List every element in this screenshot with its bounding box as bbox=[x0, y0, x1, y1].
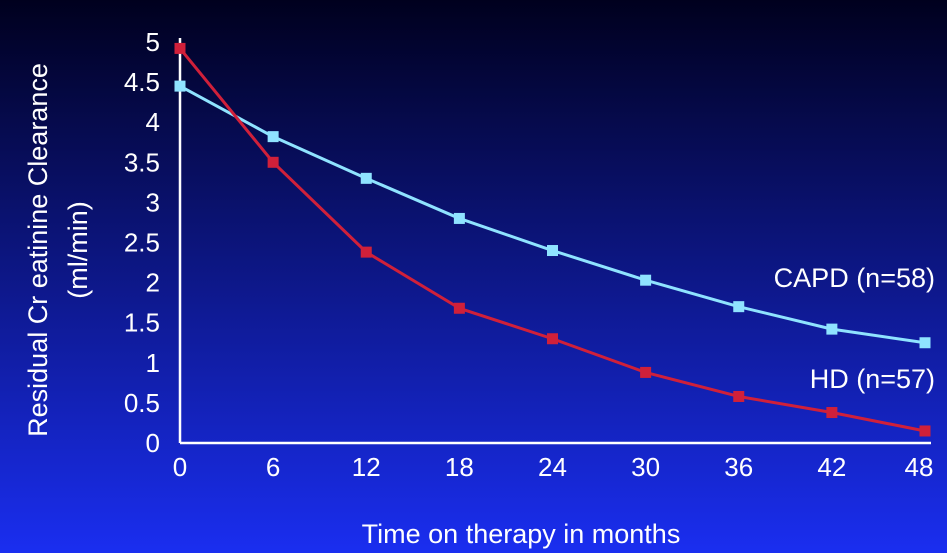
series-label: HD (n=57) bbox=[810, 364, 935, 394]
data-point-marker bbox=[733, 390, 745, 402]
x-tick-label: 18 bbox=[445, 452, 474, 482]
y-tick-label: 2 bbox=[146, 268, 160, 298]
y-tick-label: 4 bbox=[146, 107, 160, 137]
data-point-marker bbox=[453, 212, 465, 224]
data-point-marker bbox=[547, 245, 558, 257]
y-tick-label: 0 bbox=[146, 428, 160, 458]
x-tick-label: 36 bbox=[724, 452, 753, 482]
data-point-marker bbox=[733, 301, 745, 313]
data-point-marker bbox=[267, 156, 279, 168]
x-tick-label: 24 bbox=[538, 452, 567, 482]
series-layer bbox=[174, 42, 931, 437]
y-tick-label: 4.5 bbox=[124, 67, 160, 97]
y-axis-title: Residual Cr eatinine Clearance (ml/min) bbox=[23, 63, 93, 437]
data-point-marker bbox=[174, 80, 186, 92]
series-capd bbox=[174, 80, 931, 349]
x-tick-label: 12 bbox=[352, 452, 381, 482]
y-tick-label: 1.5 bbox=[124, 308, 160, 338]
data-point-marker bbox=[640, 366, 652, 378]
data-point-marker bbox=[453, 302, 465, 314]
y-tick-label: 1 bbox=[146, 348, 160, 378]
y-tick-label: 3.5 bbox=[124, 147, 160, 177]
data-point-marker bbox=[826, 323, 838, 335]
y-tick-label: 2.5 bbox=[124, 228, 160, 258]
series-labels: CAPD (n=58) HD (n=57) bbox=[774, 263, 935, 394]
y-tick-label: 5 bbox=[146, 27, 160, 57]
y-tick-label: 3 bbox=[146, 187, 160, 217]
x-tick-label: 30 bbox=[631, 452, 660, 482]
y-axis-title-line-1: Residual Cr eatinine Clearance bbox=[23, 63, 53, 437]
data-point-marker bbox=[547, 333, 558, 345]
x-axis-title: Time on therapy in months bbox=[362, 519, 681, 549]
data-point-marker bbox=[640, 274, 652, 286]
tick-labels: 0 0.5 1 1.5 2 2.5 3 3.5 4 4.5 5 0 6 12 18 24 30 36 42 48 bbox=[124, 27, 934, 482]
data-point-marker bbox=[360, 246, 372, 258]
x-tick-label: 0 bbox=[173, 452, 187, 482]
data-point-marker bbox=[919, 425, 931, 437]
data-point-marker bbox=[919, 337, 931, 349]
series-label: CAPD (n=58) bbox=[774, 263, 935, 293]
data-point-marker bbox=[174, 42, 186, 54]
axes bbox=[178, 38, 931, 445]
data-point-marker bbox=[360, 172, 372, 184]
data-point-marker bbox=[826, 407, 838, 419]
y-tick-label: 0.5 bbox=[124, 388, 160, 418]
x-tick-label: 42 bbox=[817, 452, 846, 482]
x-tick-label: 6 bbox=[266, 452, 280, 482]
series-hd bbox=[174, 42, 931, 437]
x-tick-label: 48 bbox=[905, 452, 934, 482]
data-point-marker bbox=[267, 131, 279, 143]
y-axis-title-line-2: (ml/min) bbox=[63, 201, 93, 298]
